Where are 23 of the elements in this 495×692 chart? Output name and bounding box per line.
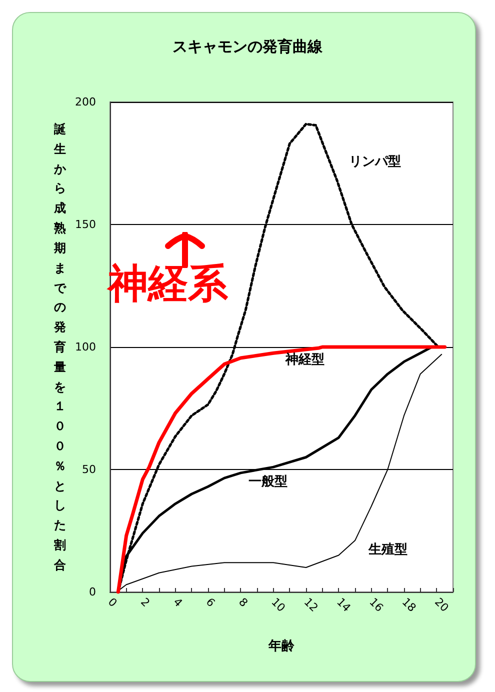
y-tick-label: 150 bbox=[75, 218, 96, 231]
annotation: 生殖型 bbox=[368, 542, 408, 558]
x-axis-title: 年齢 bbox=[268, 639, 296, 654]
x-tick-label: 6 bbox=[203, 595, 218, 610]
annotation: リンパ型 bbox=[349, 154, 401, 170]
x-tick-label: 12 bbox=[301, 595, 320, 614]
x-tick-label: 4 bbox=[170, 595, 185, 610]
y-tick-label: 50 bbox=[82, 463, 96, 476]
x-tick-label: 2 bbox=[138, 595, 152, 610]
text: 誕生から成熟期までの発育量を１００％とした割合 bbox=[54, 122, 66, 572]
chart-title: スキャモンの発育曲線 bbox=[172, 38, 324, 56]
y-tick-label: 200 bbox=[75, 96, 96, 108]
annotation: 神経型 bbox=[286, 352, 324, 368]
y-tick-label: 100 bbox=[75, 340, 96, 354]
x-tick-label: 16 bbox=[366, 595, 386, 614]
x-tick-label: 20 bbox=[432, 595, 452, 614]
annotation: 一般型 bbox=[248, 474, 288, 490]
y-tick-label: 0 bbox=[89, 586, 96, 598]
x-tick-label: 8 bbox=[236, 595, 250, 610]
x-tick-label: 0 bbox=[105, 595, 120, 610]
x-tick-label: 14 bbox=[334, 595, 354, 614]
x-tick-label: 10 bbox=[268, 595, 288, 614]
x-tick-label: 18 bbox=[399, 595, 418, 614]
